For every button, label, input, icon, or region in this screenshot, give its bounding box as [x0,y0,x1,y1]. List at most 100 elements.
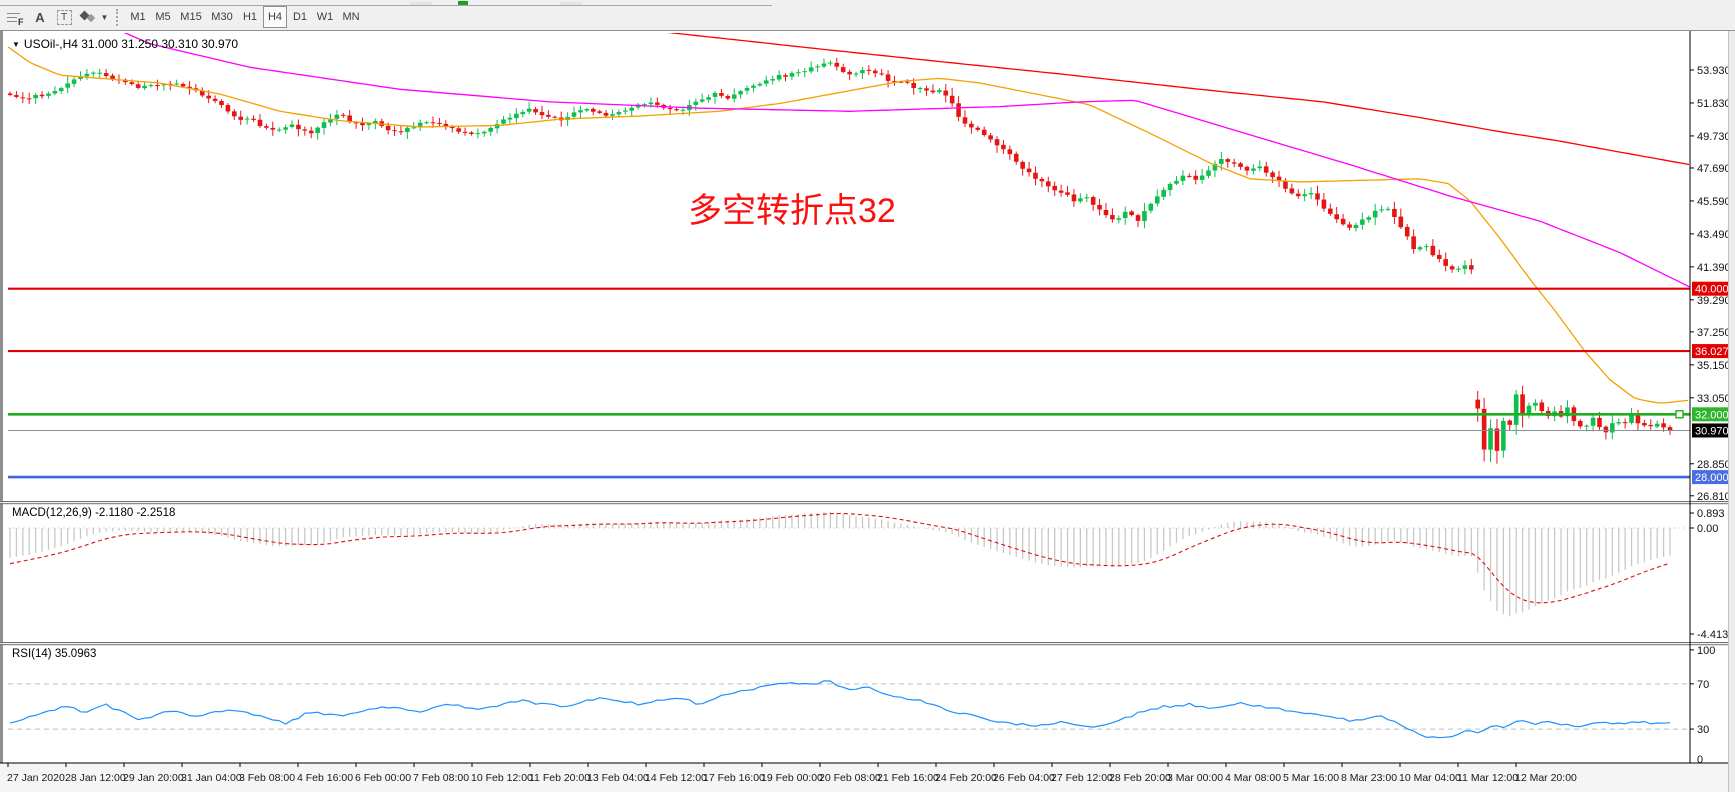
chart-title[interactable]: ▼ USOil-,H4 31.000 31.250 30.310 30.970 [12,37,238,51]
time-tick-label: 17 Feb 16:00 [703,772,765,784]
timeframe-button-m30[interactable]: M30 [211,11,233,23]
time-tick-label: 6 Feb 00:00 [355,772,411,784]
chart-text-annotation[interactable]: 多空转折点32 [688,192,896,230]
text-label-tool-button[interactable]: T [52,6,76,28]
symbol-dropdown-icon[interactable]: ▼ [12,40,20,49]
time-tick-label: 10 Feb 12:00 [471,772,533,784]
price-tick-label: 47.690 [1697,163,1729,175]
time-tick-label: 21 Feb 16:00 [877,772,939,784]
timeframe-button-h1[interactable]: H1 [242,11,258,23]
shapes-icon [79,10,98,24]
rsi-axis-label: 100 [1697,645,1715,657]
ma-slow-line [667,33,1690,166]
rsi-line [9,680,1671,739]
macd-axis-label: 0.893 [1697,508,1725,520]
price-tick-label: 49.730 [1697,131,1729,143]
time-tick-label: 11 Mar 12:00 [1457,772,1518,784]
rsi-axis-label: 30 [1697,724,1709,736]
time-tick-label: 7 Feb 08:00 [413,772,469,784]
time-tick-label: 10 Mar 04:00 [1399,772,1461,784]
price-tick-label: 41.390 [1697,262,1729,274]
buy-sell-button-edge [458,1,468,5]
time-tick-label: 19 Feb 00:00 [761,772,823,784]
time-tick-label: 4 Feb 16:00 [297,772,353,784]
ma-mid-line [123,33,1690,288]
price-tick-label: 28.850 [1697,459,1729,471]
fibonacci-tool-button[interactable]: F [2,6,26,28]
time-tick-label: 24 Feb 20:00 [935,772,997,784]
price-tick-label: 43.490 [1697,229,1729,241]
time-tick-label: 28 Feb 20:00 [1109,772,1171,784]
price-badge-40.000: 40.000 [1692,281,1729,296]
text-label-icon: T [56,9,72,25]
timeframe-button-w1[interactable]: W1 [316,11,334,23]
timeframe-button-h4[interactable]: H4 [263,6,287,28]
time-tick-label: 11 Feb 20:00 [529,772,590,784]
shapes-tool-button[interactable]: ▼ [76,6,112,28]
timeframe-button-m15[interactable]: M15 [180,11,202,23]
time-tick-label: 20 Feb 08:00 [819,772,881,784]
time-tick-label: 26 Feb 04:00 [993,772,1055,784]
time-axis-strip [0,763,1729,792]
macd-signal-line [9,512,1671,604]
chart-canvas[interactable]: 53.930 51.830 49.730 47.690 45.590 43.490 41.3… [0,31,1729,792]
toolbar-button-edge [560,2,582,5]
fibonacci-icon: F [6,11,24,27]
svg-text:32.000: 32.000 [1695,409,1729,421]
price-tick-label: 26.810 [1697,491,1729,503]
chart-window[interactable]: 53.930 51.830 49.730 47.690 45.590 43.490 41.3… [0,30,1735,792]
rsi-axis-label: 70 [1697,679,1709,691]
line-drag-handle [1675,410,1684,419]
time-tick-label: 4 Mar 08:00 [1225,772,1281,784]
timeframe-button-d1[interactable]: D1 [292,11,308,23]
time-tick-label: 5 Mar 16:00 [1283,772,1339,784]
price-badge-32.000: 32.000 [1692,407,1729,422]
svg-text:30.970: 30.970 [1695,425,1729,437]
timeframe-button-mn[interactable]: MN [342,11,360,23]
price-tick-label: 39.290 [1697,295,1729,307]
macd-histogram [8,511,1690,617]
price-tick-label: 37.250 [1697,327,1729,339]
upper-toolbar-sliver [0,0,772,6]
chart-title-text: USOil-,H4 31.000 31.250 30.310 30.970 [23,37,239,51]
time-tick-label: 31 Jan 04:00 [181,772,242,784]
price-tick-label: 33.050 [1697,393,1729,405]
price-axis[interactable]: 53.930 51.830 49.730 47.690 45.590 43.490 41.3… [1690,65,1729,503]
line-studies-and-timeframe-toolbar: F A T ▼ M1 M5 M15 M30 H1 H4 D1 W1 MN [0,6,1735,31]
time-tick-label: 27 Feb 12:00 [1051,772,1113,784]
macd-axis-label: 0.00 [1697,523,1718,535]
time-tick-label: 3 Feb 08:00 [239,772,295,784]
ma-fast-line [8,46,1689,404]
price-tick-label: 35.150 [1697,360,1729,372]
svg-text:40.000: 40.000 [1695,284,1729,296]
time-tick-label: 14 Feb 12:00 [645,772,707,784]
price-tick-label: 45.590 [1697,196,1729,208]
time-tick-label: 13 Feb 04:00 [587,772,649,784]
macd-indicator-label: MACD(12,26,9) -2.1180 -2.2518 [12,507,176,519]
toolbar-button-edge [410,2,432,5]
time-tick-label: 3 Mar 00:00 [1167,772,1223,784]
svg-text:28.000: 28.000 [1695,472,1729,484]
price-level-32.000[interactable] [8,410,1690,419]
time-tick-label: 28 Jan 12:00 [65,772,126,784]
rsi-indicator-label: RSI(14) 35.0963 [12,648,97,660]
rsi-pane [8,680,1690,739]
chevron-down-icon[interactable]: ▼ [100,12,109,22]
svg-text:36.027: 36.027 [1695,346,1729,358]
text-tool-button[interactable]: A [28,6,52,28]
window-right-strip [1728,31,1735,792]
timeframe-button-m5[interactable]: M5 [155,11,171,23]
rsi-axis-label: 0 [1697,754,1703,766]
price-badge-30.970: 30.970 [1692,423,1729,438]
time-tick-label: 27 Jan 2020 [7,772,65,784]
price-tick-label: 51.830 [1697,98,1729,110]
time-tick-label: 29 Jan 20:00 [123,772,184,784]
timeframe-button-m1[interactable]: M1 [130,11,146,23]
price-badge-28.000: 28.000 [1692,470,1729,485]
price-tick-label: 53.930 [1697,65,1729,77]
price-badge-36.027: 36.027 [1692,344,1729,359]
toolbar-grip[interactable] [116,9,123,26]
